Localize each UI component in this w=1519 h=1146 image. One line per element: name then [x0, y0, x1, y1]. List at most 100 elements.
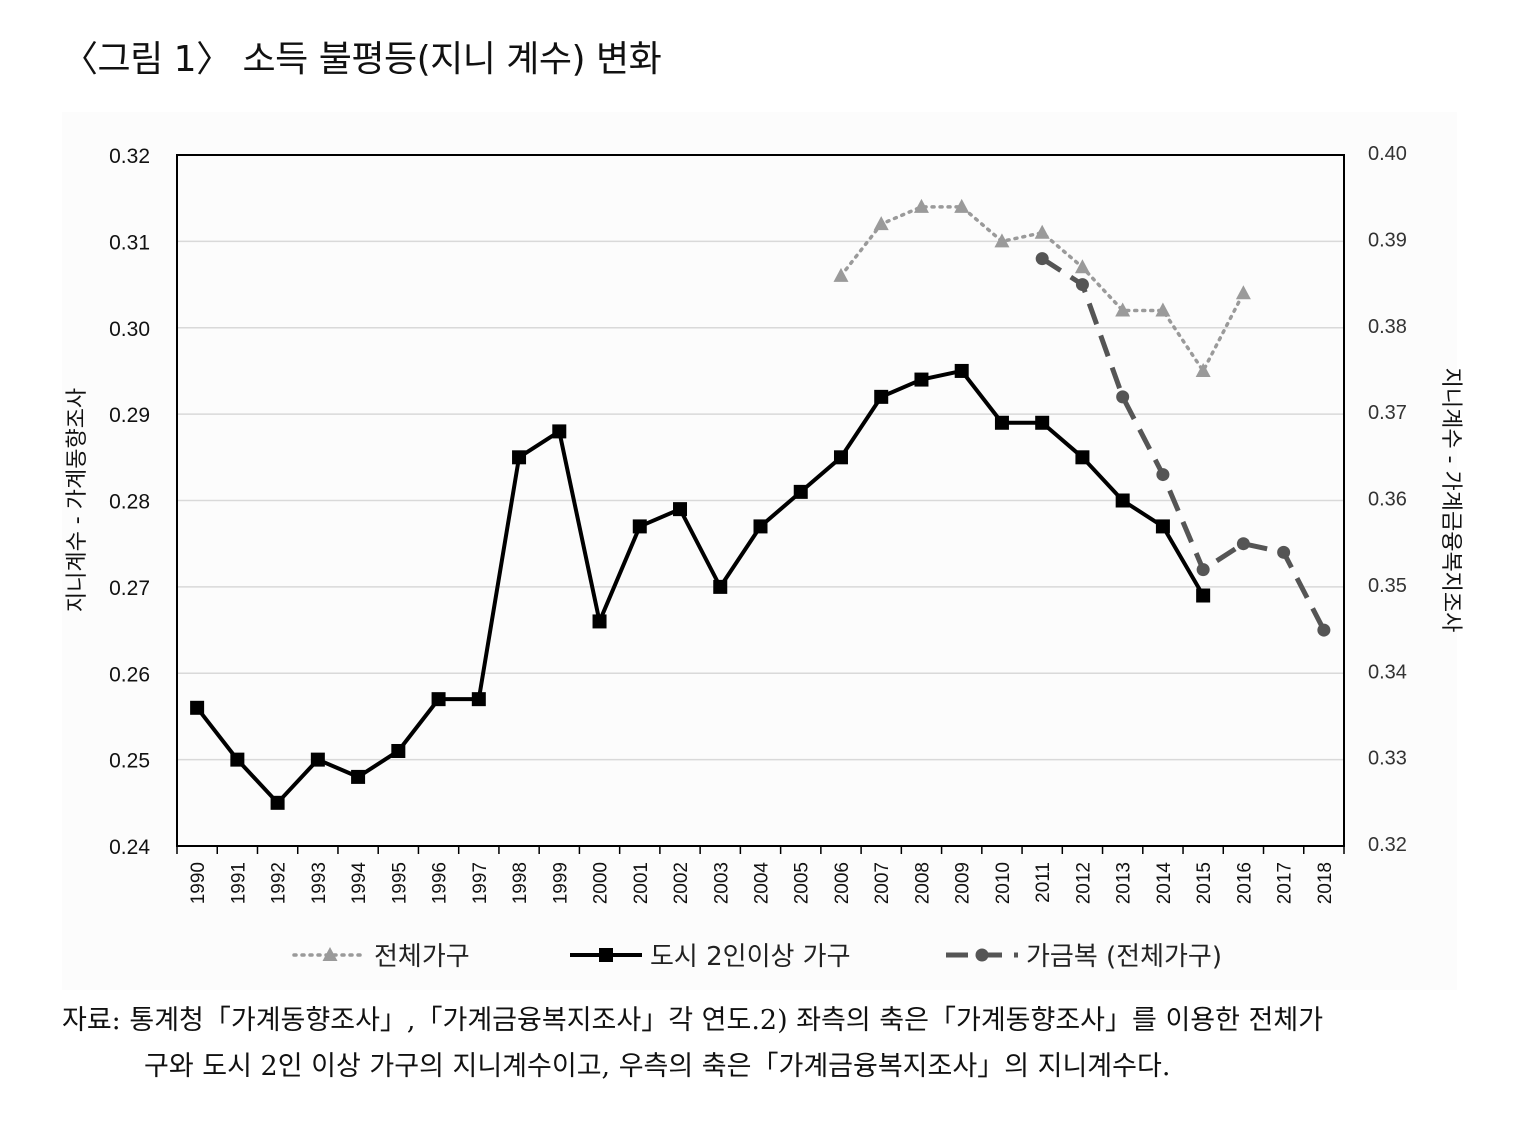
right-tick-label: 0.37 — [1368, 402, 1407, 424]
data-point — [1155, 302, 1171, 317]
series-line — [839, 205, 1246, 373]
figure-title: 〈그림 1〉 소득 불평등(지니 계수) 변화 — [62, 39, 662, 80]
x-tick-label: 1993 — [309, 862, 330, 904]
data-point — [1075, 278, 1089, 292]
data-point — [1074, 259, 1090, 274]
left-tick-label: 0.32 — [109, 145, 150, 168]
x-axis: 1990 1991 1992 1993 1994 1995 1996 1997 1998 1999… — [176, 846, 1345, 905]
legend-label: 도시 2인이상 가구 — [650, 942, 851, 972]
data-point — [673, 502, 688, 517]
data-point — [994, 233, 1010, 248]
data-point — [1115, 493, 1130, 508]
x-tick-label: 1992 — [269, 862, 290, 904]
left-y-axis: 0.24 0.25 0.26 0.27 0.28 0.29 0.30 0.31 0.32 — [109, 145, 150, 859]
x-tick-label: 2014 — [1154, 862, 1175, 905]
right-tick-label: 0.35 — [1368, 575, 1407, 597]
series-2 — [190, 363, 1211, 810]
legend-label: 가금복 (전체가구) — [1026, 942, 1222, 972]
x-tick-label: 2006 — [832, 862, 853, 904]
data-point — [592, 614, 607, 629]
data-point — [1035, 415, 1050, 430]
data-point — [833, 450, 848, 465]
data-point — [1236, 537, 1250, 551]
x-tick-label: 1999 — [550, 862, 571, 904]
x-tick-label: 1998 — [510, 862, 531, 904]
data-point — [431, 692, 446, 707]
left-tick-label: 0.31 — [109, 231, 150, 254]
legend-marker — [599, 948, 613, 962]
gini-line-chart: 0.24 0.25 0.26 0.27 0.28 0.29 0.30 0.31 0.32 0.3… — [65, 143, 1463, 972]
data-point — [1196, 563, 1210, 577]
data-point — [1034, 224, 1050, 239]
x-tick-label: 1997 — [470, 862, 491, 904]
left-tick-label: 0.24 — [109, 836, 150, 859]
source-note: 자료: 통계청「가계동향조사」,「가계금융복지조사」각 연도.2) 좌측의 축은… — [62, 998, 1482, 1090]
left-tick-label: 0.26 — [109, 663, 150, 686]
data-point — [1195, 362, 1211, 377]
gridlines — [177, 240, 1344, 761]
data-point — [552, 424, 567, 439]
x-tick-label: 2008 — [912, 862, 933, 904]
data-point — [310, 752, 325, 767]
left-axis-label: 지니계수 - 가계동향조사 — [65, 388, 90, 612]
data-point — [351, 769, 366, 784]
data-point — [1035, 252, 1049, 266]
series-layer — [190, 198, 1331, 810]
x-tick-label: 2016 — [1234, 862, 1255, 904]
series-3 — [1035, 252, 1331, 637]
x-tick-label: 1990 — [188, 862, 209, 904]
x-tick-label: 2007 — [872, 862, 893, 904]
data-point — [1115, 302, 1131, 317]
legend: 전체가구 도시 2인이상 가구 가금복 (전체가구) — [292, 942, 1222, 972]
data-point — [914, 372, 929, 387]
data-point — [1277, 545, 1291, 559]
legend-marker — [975, 948, 989, 962]
left-tick-label: 0.25 — [109, 750, 150, 773]
data-point — [230, 752, 245, 767]
x-tick-label: 2010 — [993, 862, 1014, 904]
data-point — [1235, 285, 1251, 300]
x-tick-label: 2002 — [671, 862, 692, 904]
left-tick-label: 0.29 — [109, 404, 150, 427]
legend-marker — [322, 947, 338, 961]
right-tick-label: 0.40 — [1368, 143, 1407, 165]
plot-area-frame — [176, 154, 1345, 847]
x-tick-label: 2012 — [1073, 862, 1094, 904]
x-tick-label: 2001 — [631, 862, 652, 904]
data-point — [471, 692, 486, 707]
x-tick-label: 1996 — [430, 862, 451, 904]
x-tick-label: 2018 — [1315, 862, 1336, 904]
x-tick-label: 2017 — [1275, 862, 1296, 904]
x-tick-label: 2011 — [1033, 862, 1054, 903]
x-tick-label: 2003 — [711, 862, 732, 904]
right-axis-label: 지니계수 - 가계금융복지조사 — [1438, 368, 1463, 633]
data-point — [391, 743, 406, 758]
x-tick-label: 2015 — [1194, 862, 1215, 904]
x-tick-label: 2004 — [752, 862, 773, 905]
source-note-line1: 자료: 통계청「가계동향조사」,「가계금융복지조사」각 연도.2) 좌측의 축은… — [62, 1005, 1324, 1036]
series-1 — [833, 198, 1251, 377]
source-note-line2: 구와 도시 2인 이상 가구의 지니계수이고, 우측의 축은「가계금융복지조사」… — [144, 1051, 1171, 1082]
right-tick-label: 0.33 — [1368, 748, 1407, 770]
data-point — [913, 198, 929, 213]
data-point — [753, 519, 768, 534]
x-tick-label: 2009 — [953, 862, 974, 904]
left-tick-label: 0.27 — [109, 577, 150, 600]
left-tick-label: 0.28 — [109, 491, 150, 514]
data-point — [632, 519, 647, 534]
data-point — [1116, 390, 1130, 404]
data-point — [512, 450, 527, 465]
data-point — [833, 267, 849, 282]
right-tick-label: 0.34 — [1368, 661, 1407, 683]
data-point — [874, 389, 889, 404]
data-point — [1155, 519, 1170, 534]
x-tick-label: 1995 — [389, 862, 410, 904]
data-point — [270, 795, 285, 810]
data-point — [954, 363, 969, 378]
data-point — [713, 579, 728, 594]
data-point — [190, 700, 205, 715]
right-tick-label: 0.38 — [1368, 316, 1407, 338]
right-y-axis: 0.32 0.33 0.34 0.35 0.36 0.37 0.38 0.39 0.40 — [1368, 143, 1407, 856]
x-tick-label: 1994 — [349, 862, 370, 905]
data-point — [994, 415, 1009, 430]
